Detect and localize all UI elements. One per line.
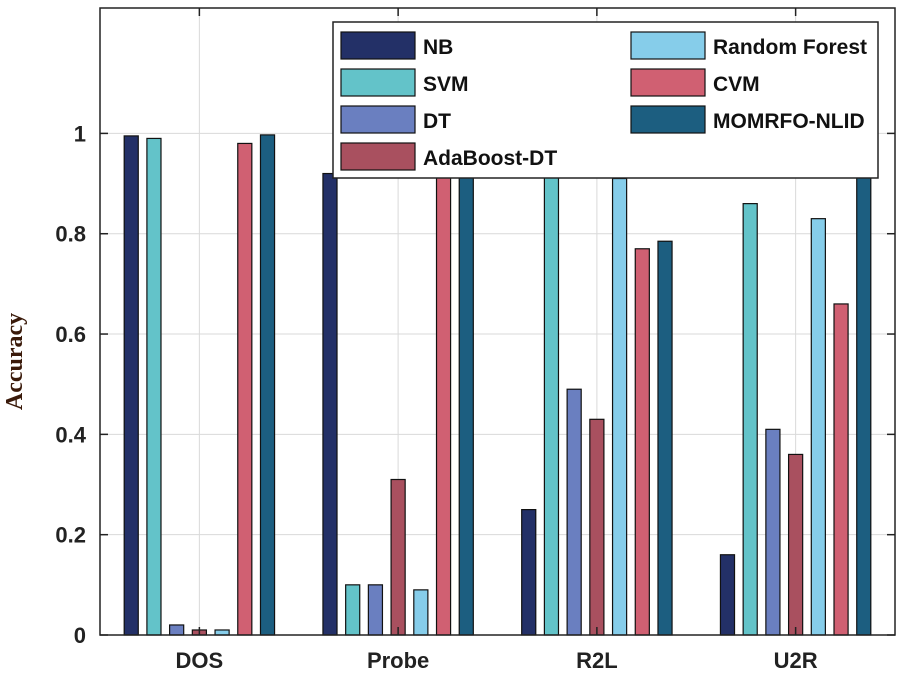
bar-nb-probe [322, 172, 338, 636]
bar-dt-r2l [566, 388, 582, 636]
bar-nb-u2r [719, 554, 736, 636]
legend-swatch [630, 68, 706, 97]
legend-label: AdaBoost-DT [423, 147, 557, 170]
legend-swatch [340, 105, 416, 134]
x-tick-label: U2R [774, 648, 818, 673]
legend-label: SVM [423, 73, 469, 96]
legend-swatch [340, 142, 416, 171]
bar-cvm-dos [237, 142, 253, 636]
x-tick-label: R2L [576, 648, 618, 673]
legend-swatch [340, 31, 416, 60]
legend-swatch [340, 68, 416, 97]
legend-box [332, 21, 879, 179]
bar-dt-u2r [765, 428, 781, 636]
bars [123, 134, 872, 636]
y-axis-ticks: 0 0.2 0.4 0.6 0.8 1 [55, 121, 895, 648]
plot-frame [99, 7, 896, 636]
y-axis-label: Accuracy [2, 313, 28, 410]
bar-cvm-u2r [833, 303, 849, 636]
bar-momrfo-nlid-r2l [657, 240, 673, 636]
bar-svm-r2l [543, 167, 560, 636]
legend-swatch [630, 31, 706, 60]
bar-nb-r2l [521, 509, 537, 636]
x-tick-label: DOS [176, 648, 224, 673]
y-tick-label: 0.4 [55, 422, 86, 447]
legend-label: Random Forest [713, 36, 867, 59]
legend-label: NB [423, 36, 453, 59]
bar-dt-probe [367, 584, 384, 636]
y-tick-label: 0.6 [55, 322, 86, 347]
legend-label: DT [423, 110, 451, 133]
legend-label: MOMRFO-NLID [713, 110, 865, 133]
legend: NB SVM DT AdaBoost-DT Random Forest CVM MOMRFO… [332, 21, 879, 179]
bar-random-forest-r2l [611, 177, 628, 636]
legend-label: CVM [713, 73, 760, 96]
bar-momrfo-nlid-probe [458, 150, 474, 636]
legend-swatch [630, 105, 706, 134]
bar-nb-dos [123, 135, 139, 636]
bar-momrfo-nlid-dos [259, 134, 276, 636]
bar-svm-dos [146, 137, 162, 636]
bar-svm-u2r [742, 203, 758, 636]
x-tick-label: Probe [367, 648, 429, 673]
bar-momrfo-nlid-u2r [856, 162, 872, 636]
bar-adaboost-dt-u2r [787, 453, 804, 636]
y-tick-label: 0.2 [55, 523, 86, 548]
y-tick-label: 0 [74, 623, 86, 648]
bar-random-forest-dos [214, 629, 230, 636]
bar-cvm-probe [435, 157, 452, 636]
bar-adaboost-dt-probe [390, 478, 406, 636]
bar-random-forest-probe [413, 589, 429, 636]
y-tick-label: 1 [74, 121, 86, 146]
bar-svm-probe [345, 584, 361, 636]
bar-dt-dos [169, 624, 185, 636]
y-tick-label: 0.8 [55, 222, 86, 247]
bar-adaboost-dt-r2l [589, 418, 605, 636]
x-axis-ticks: DOS Probe R2L U2R [176, 8, 818, 673]
bar-random-forest-u2r [810, 218, 826, 636]
bar-cvm-r2l [634, 248, 650, 636]
